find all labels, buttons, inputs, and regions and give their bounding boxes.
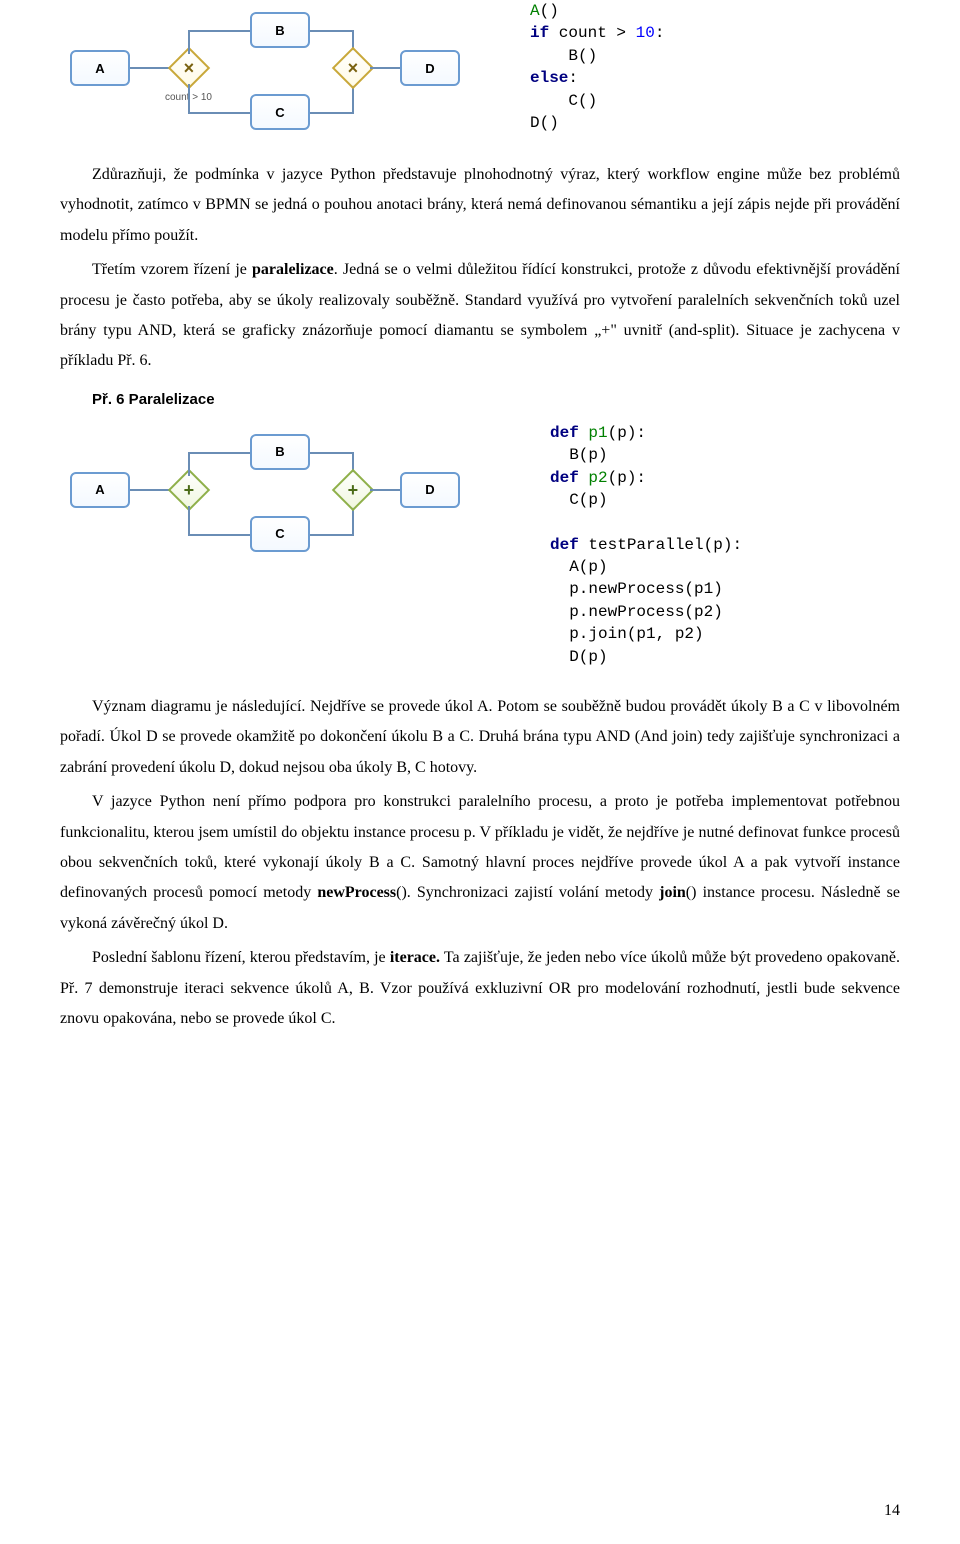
paragraph-3: Význam diagramu je následující. Nejdříve… [60, 692, 900, 783]
code-snippet-1: A() if count > 10: B() else: C() D() [530, 0, 664, 134]
figure-caption: Př. 6 Paralelizace [92, 391, 900, 408]
task-b: B [250, 12, 310, 48]
page-number: 14 [884, 1502, 900, 1520]
task-d: D [400, 50, 460, 86]
task-a: A [70, 472, 130, 508]
top-row: A × count > 10 B C × D A() if count > 10… [60, 0, 900, 140]
code-snippet-2: def p1(p): B(p) def p2(p): C(p) def test… [550, 422, 742, 668]
task-b: B [250, 434, 310, 470]
task-d: D [400, 472, 460, 508]
bpmn-diagram-and: A + B C + D [70, 422, 470, 562]
xor-gateway-join: × [332, 47, 374, 89]
task-c: C [250, 516, 310, 552]
paragraph-2: Třetím vzorem řízení je paralelizace. Je… [60, 255, 900, 377]
paragraph-4: V jazyce Python není přímo podpora pro k… [60, 787, 900, 939]
bpmn-diagram-xor: A × count > 10 B C × D [70, 0, 470, 140]
figure-row: A + B C + D def p1(p): B(p) def p2(p): C… [60, 422, 900, 668]
connector [130, 67, 170, 69]
paragraph-1: Zdůrazňuji, že podmínka v jazyce Python … [60, 160, 900, 251]
task-a: A [70, 50, 130, 86]
paragraph-5: Poslední šablonu řízení, kterou představ… [60, 943, 900, 1034]
and-gateway-join: + [332, 469, 374, 511]
task-c: C [250, 94, 310, 130]
